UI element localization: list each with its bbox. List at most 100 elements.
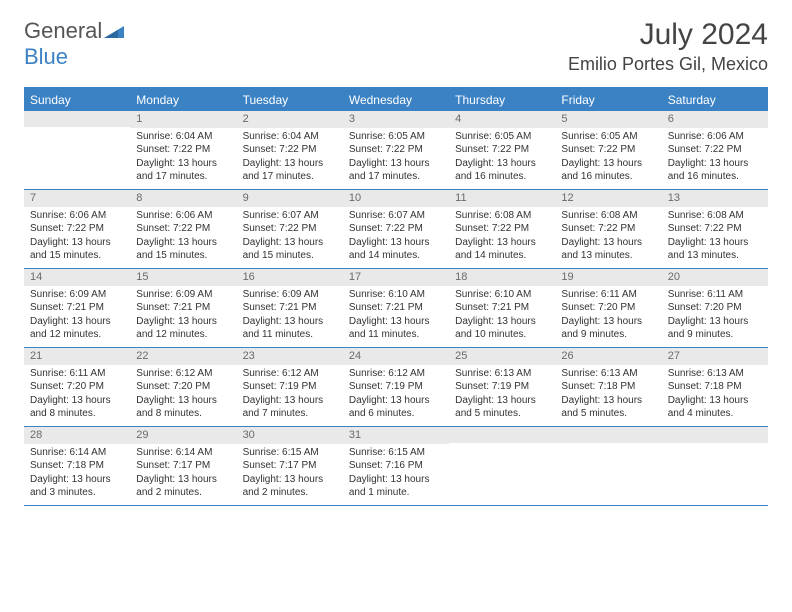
cell-line: Sunrise: 6:11 AM — [668, 288, 762, 302]
cell-line: and 16 minutes. — [668, 170, 762, 184]
cell-line: Sunrise: 6:05 AM — [455, 130, 549, 144]
day-number: 29 — [130, 427, 236, 444]
cell-line: Sunrise: 6:04 AM — [136, 130, 230, 144]
cell-line: Daylight: 13 hours — [30, 473, 124, 487]
cell-line: Daylight: 13 hours — [136, 473, 230, 487]
cell-line: Sunrise: 6:06 AM — [668, 130, 762, 144]
cell-line: Daylight: 13 hours — [136, 236, 230, 250]
cell-line: Sunrise: 6:08 AM — [561, 209, 655, 223]
day-header-cell: Wednesday — [343, 89, 449, 111]
cell-body: Sunrise: 6:08 AMSunset: 7:22 PMDaylight:… — [555, 207, 661, 267]
cell-line: Sunrise: 6:05 AM — [561, 130, 655, 144]
day-header-row: SundayMondayTuesdayWednesdayThursdayFrid… — [24, 89, 768, 111]
day-number: 27 — [662, 348, 768, 365]
day-number: 8 — [130, 190, 236, 207]
cell-line: Sunrise: 6:08 AM — [668, 209, 762, 223]
cell-line: Daylight: 13 hours — [349, 236, 443, 250]
cell-line: Daylight: 13 hours — [30, 315, 124, 329]
cell-line: Sunrise: 6:11 AM — [561, 288, 655, 302]
cell-line: Sunset: 7:22 PM — [30, 222, 124, 236]
cell-body — [555, 443, 661, 449]
cell-body: Sunrise: 6:13 AMSunset: 7:18 PMDaylight:… — [662, 365, 768, 425]
cell-line: Daylight: 13 hours — [668, 236, 762, 250]
day-number: 12 — [555, 190, 661, 207]
cell-line: Sunset: 7:16 PM — [349, 459, 443, 473]
cell-line: Daylight: 13 hours — [349, 394, 443, 408]
cell-body: Sunrise: 6:05 AMSunset: 7:22 PMDaylight:… — [449, 128, 555, 188]
calendar-cell: 20Sunrise: 6:11 AMSunset: 7:20 PMDayligh… — [662, 269, 768, 347]
day-number: 6 — [662, 111, 768, 128]
calendar-cell: 17Sunrise: 6:10 AMSunset: 7:21 PMDayligh… — [343, 269, 449, 347]
cell-line: Sunset: 7:22 PM — [455, 222, 549, 236]
calendar-cell — [555, 427, 661, 505]
cell-line: Daylight: 13 hours — [136, 394, 230, 408]
cell-body: Sunrise: 6:04 AMSunset: 7:22 PMDaylight:… — [237, 128, 343, 188]
calendar-cell: 13Sunrise: 6:08 AMSunset: 7:22 PMDayligh… — [662, 190, 768, 268]
title-block: July 2024 Emilio Portes Gil, Mexico — [568, 18, 768, 75]
cell-line: Daylight: 13 hours — [243, 315, 337, 329]
day-number: 5 — [555, 111, 661, 128]
cell-body — [449, 443, 555, 449]
cell-line: Daylight: 13 hours — [561, 315, 655, 329]
cell-line: Sunrise: 6:14 AM — [30, 446, 124, 460]
cell-line: Daylight: 13 hours — [561, 236, 655, 250]
calendar-cell: 16Sunrise: 6:09 AMSunset: 7:21 PMDayligh… — [237, 269, 343, 347]
calendar-cell: 5Sunrise: 6:05 AMSunset: 7:22 PMDaylight… — [555, 111, 661, 189]
cell-line: Sunset: 7:18 PM — [30, 459, 124, 473]
cell-line: Sunrise: 6:09 AM — [243, 288, 337, 302]
cell-line: Daylight: 13 hours — [455, 315, 549, 329]
day-number: 20 — [662, 269, 768, 286]
cell-body: Sunrise: 6:11 AMSunset: 7:20 PMDaylight:… — [555, 286, 661, 346]
day-number: 30 — [237, 427, 343, 444]
calendar-cell: 28Sunrise: 6:14 AMSunset: 7:18 PMDayligh… — [24, 427, 130, 505]
day-number: 25 — [449, 348, 555, 365]
cell-line: Sunrise: 6:11 AM — [30, 367, 124, 381]
page-title: July 2024 — [568, 18, 768, 52]
cell-line: Sunset: 7:20 PM — [561, 301, 655, 315]
cell-line: Sunset: 7:21 PM — [455, 301, 549, 315]
cell-line: Daylight: 13 hours — [243, 236, 337, 250]
cell-line: Sunset: 7:19 PM — [349, 380, 443, 394]
cell-body: Sunrise: 6:05 AMSunset: 7:22 PMDaylight:… — [343, 128, 449, 188]
cell-line: Sunset: 7:21 PM — [349, 301, 443, 315]
cell-line: Daylight: 13 hours — [668, 394, 762, 408]
day-header-cell: Tuesday — [237, 89, 343, 111]
cell-line: and 10 minutes. — [455, 328, 549, 342]
cell-line: Sunset: 7:20 PM — [30, 380, 124, 394]
cell-line: and 1 minute. — [349, 486, 443, 500]
cell-line: Sunrise: 6:09 AM — [30, 288, 124, 302]
cell-body: Sunrise: 6:13 AMSunset: 7:18 PMDaylight:… — [555, 365, 661, 425]
cell-line: Daylight: 13 hours — [30, 394, 124, 408]
cell-body: Sunrise: 6:06 AMSunset: 7:22 PMDaylight:… — [24, 207, 130, 267]
cell-line: Sunset: 7:22 PM — [243, 222, 337, 236]
day-number — [449, 427, 555, 443]
cell-line: Sunrise: 6:06 AM — [136, 209, 230, 223]
calendar-cell: 23Sunrise: 6:12 AMSunset: 7:19 PMDayligh… — [237, 348, 343, 426]
cell-line: Sunrise: 6:10 AM — [455, 288, 549, 302]
cell-line: Daylight: 13 hours — [243, 394, 337, 408]
cell-line: and 7 minutes. — [243, 407, 337, 421]
cell-line: and 15 minutes. — [243, 249, 337, 263]
calendar-cell: 15Sunrise: 6:09 AMSunset: 7:21 PMDayligh… — [130, 269, 236, 347]
cell-line: Sunset: 7:20 PM — [668, 301, 762, 315]
cell-line: Sunset: 7:22 PM — [136, 143, 230, 157]
cell-line: Sunset: 7:21 PM — [243, 301, 337, 315]
calendar-cell: 29Sunrise: 6:14 AMSunset: 7:17 PMDayligh… — [130, 427, 236, 505]
cell-line: and 5 minutes. — [561, 407, 655, 421]
calendar-cell: 1Sunrise: 6:04 AMSunset: 7:22 PMDaylight… — [130, 111, 236, 189]
header: GeneralBlue July 2024 Emilio Portes Gil,… — [24, 18, 768, 75]
cell-line: Sunrise: 6:07 AM — [243, 209, 337, 223]
cell-line: Sunset: 7:19 PM — [243, 380, 337, 394]
cell-line: Sunrise: 6:14 AM — [136, 446, 230, 460]
cell-line: Daylight: 13 hours — [243, 473, 337, 487]
calendar-cell — [24, 111, 130, 189]
cell-body: Sunrise: 6:10 AMSunset: 7:21 PMDaylight:… — [343, 286, 449, 346]
calendar-cell: 4Sunrise: 6:05 AMSunset: 7:22 PMDaylight… — [449, 111, 555, 189]
week-row: 14Sunrise: 6:09 AMSunset: 7:21 PMDayligh… — [24, 269, 768, 348]
day-number: 18 — [449, 269, 555, 286]
cell-line: and 2 minutes. — [243, 486, 337, 500]
calendar-cell: 26Sunrise: 6:13 AMSunset: 7:18 PMDayligh… — [555, 348, 661, 426]
cell-line: Sunrise: 6:05 AM — [349, 130, 443, 144]
cell-line: and 13 minutes. — [668, 249, 762, 263]
calendar-cell: 8Sunrise: 6:06 AMSunset: 7:22 PMDaylight… — [130, 190, 236, 268]
